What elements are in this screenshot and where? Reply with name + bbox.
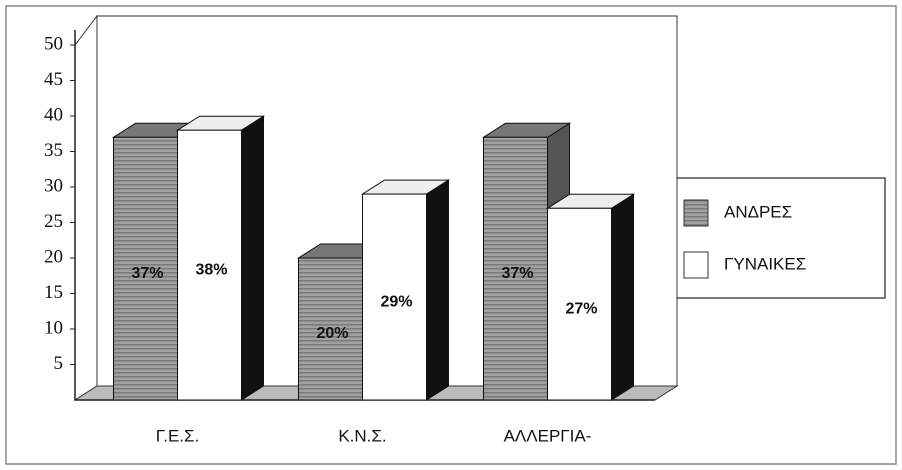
legend-swatch: [683, 199, 709, 227]
y-tick-label: 10: [44, 317, 63, 338]
value-label: 38%: [195, 261, 227, 278]
y-tick-label: 45: [44, 69, 63, 90]
x-tick-label: Κ.Ν.Σ.: [338, 426, 386, 445]
side-wall: [74, 14, 98, 401]
y-tick-label: 15: [44, 282, 63, 303]
x-tick-label: ΑΛΛΕΡΓΙΑ-: [504, 426, 592, 445]
value-label: 37%: [131, 265, 163, 282]
y-tick-label: 5: [54, 353, 64, 374]
legend-label: ΓΥΝΑΙΚΕΣ: [724, 254, 806, 273]
bar-side: [241, 115, 264, 401]
bar: [483, 136, 548, 401]
y-tick-label: 35: [44, 140, 63, 161]
y-tick-label: 25: [44, 211, 63, 232]
y-tick-label: 40: [44, 104, 63, 125]
bar: [547, 207, 612, 401]
y-tick-label: 50: [44, 33, 63, 54]
bar: [177, 129, 242, 401]
value-label: 29%: [380, 293, 412, 310]
legend-swatch: [683, 251, 709, 279]
x-tick-label: Γ.Ε.Σ.: [156, 426, 200, 445]
bar: [362, 193, 427, 401]
y-tick-label: 30: [44, 175, 63, 196]
value-label: 27%: [565, 300, 597, 317]
y-tick-label: 20: [44, 246, 63, 267]
value-label: 37%: [501, 265, 533, 282]
bar-side: [426, 179, 449, 401]
legend-box: [671, 177, 886, 299]
bar: [298, 257, 363, 401]
value-label: 20%: [316, 325, 348, 342]
legend-label: ΑΝΔΡΕΣ: [724, 202, 792, 221]
bar-side: [611, 193, 634, 401]
